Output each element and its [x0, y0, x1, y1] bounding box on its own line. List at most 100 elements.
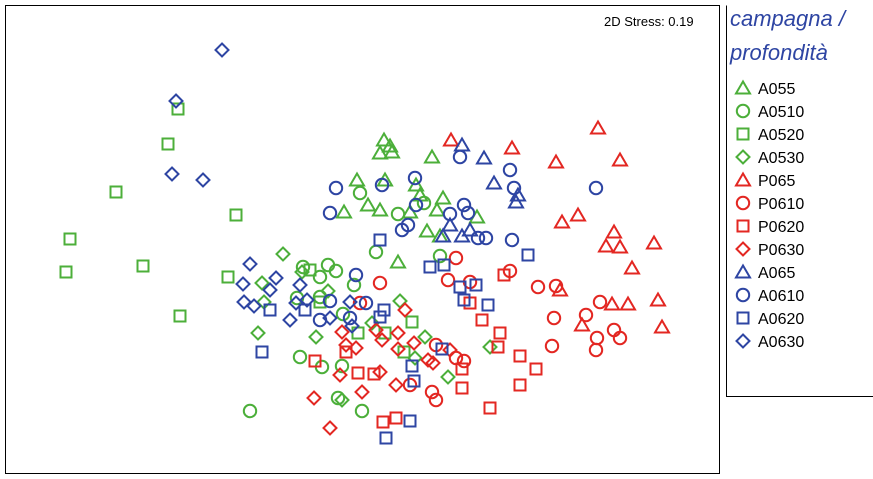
point-p0630	[338, 337, 354, 353]
point-a0630	[164, 166, 180, 182]
legend-label-p065: P065	[758, 173, 795, 190]
point-p0630	[322, 420, 338, 436]
point-p0630	[390, 341, 406, 357]
point-a065	[434, 227, 452, 243]
point-p065	[569, 206, 587, 222]
point-p0610	[440, 272, 456, 288]
point-p0620	[513, 349, 527, 363]
point-p0630	[306, 390, 322, 406]
point-p0620	[491, 340, 505, 354]
legend-label-a0530: A0530	[758, 150, 804, 167]
point-a0510	[346, 277, 362, 293]
point-a055	[383, 143, 401, 159]
point-a0510	[242, 403, 258, 419]
point-p0630	[332, 367, 348, 383]
point-a0510	[416, 195, 432, 211]
point-a0620	[521, 248, 535, 262]
point-a0510	[328, 263, 344, 279]
point-a0630	[168, 93, 184, 109]
point-p0610	[578, 307, 594, 323]
point-a0520	[397, 345, 411, 359]
point-a0610	[442, 206, 458, 222]
point-a0610	[374, 177, 390, 193]
point-a0630	[342, 294, 358, 310]
point-a0610	[588, 180, 604, 196]
point-a0510	[292, 349, 308, 365]
legend-label-a065: A065	[758, 265, 795, 282]
point-a0520	[109, 185, 123, 199]
point-p0610	[548, 278, 564, 294]
point-p0620	[455, 381, 469, 395]
point-p0630	[374, 332, 390, 348]
legend-label-p0630: P0630	[758, 242, 804, 259]
point-p0620	[455, 362, 469, 376]
point-a0610	[407, 170, 423, 186]
point-a0620	[435, 342, 449, 356]
point-a0630	[242, 256, 258, 272]
point-a0630	[282, 312, 298, 328]
point-p0610	[428, 392, 444, 408]
point-a0530	[250, 325, 266, 341]
point-a0620	[469, 278, 483, 292]
point-p065	[619, 295, 637, 311]
point-a0510	[334, 358, 350, 374]
point-p0620	[493, 326, 507, 340]
point-a0620	[453, 280, 467, 294]
point-a055	[381, 137, 399, 153]
point-a0630	[344, 318, 360, 334]
point-p0630	[406, 335, 422, 351]
point-p0610	[424, 384, 440, 400]
point-a0520	[161, 137, 175, 151]
point-a0530	[440, 369, 456, 385]
point-p0610	[612, 330, 628, 346]
point-a0630	[322, 310, 338, 326]
point-a055	[371, 144, 389, 160]
point-a0610	[328, 180, 344, 196]
point-a065	[475, 149, 493, 165]
point-a055	[423, 148, 441, 164]
point-p0610	[544, 338, 560, 354]
point-a0610	[506, 180, 522, 196]
point-p0610	[456, 353, 472, 369]
point-p065	[442, 131, 460, 147]
legend-title-line-2: profondità	[729, 40, 828, 65]
point-a0610	[342, 310, 358, 326]
point-a0620	[407, 374, 421, 388]
point-a055	[359, 196, 377, 212]
point-a0530	[254, 275, 270, 291]
point-a0530	[407, 350, 423, 366]
point-a0510	[335, 306, 351, 322]
point-a0510	[432, 248, 448, 264]
point-p0630	[372, 364, 388, 380]
point-p065	[603, 295, 621, 311]
point-a055	[389, 253, 407, 269]
point-p0620	[513, 378, 527, 392]
point-a0620	[403, 414, 417, 428]
point-a0630	[268, 270, 284, 286]
point-p0620	[351, 366, 365, 380]
point-p065	[645, 234, 663, 250]
plot-frame	[5, 5, 720, 474]
point-a0610	[358, 295, 374, 311]
point-a0610	[478, 230, 494, 246]
point-a0520	[405, 315, 419, 329]
point-p0630	[442, 342, 458, 358]
point-a0530	[275, 246, 291, 262]
point-a0610	[322, 205, 338, 221]
point-p065	[653, 318, 671, 334]
point-a0530	[364, 315, 380, 331]
legend-marker-p0630	[735, 241, 751, 257]
point-a0510	[390, 206, 406, 222]
point-p065	[503, 139, 521, 155]
point-a0610	[504, 232, 520, 248]
point-a0630	[214, 42, 230, 58]
point-p065	[623, 259, 641, 275]
point-a0630	[236, 294, 252, 310]
point-a065	[485, 174, 503, 190]
point-p0630	[420, 352, 436, 368]
point-a0530	[294, 264, 310, 280]
point-a0630	[246, 298, 262, 314]
point-a0520	[59, 265, 73, 279]
point-a0610	[502, 162, 518, 178]
legend-marker-p0610	[735, 195, 751, 211]
